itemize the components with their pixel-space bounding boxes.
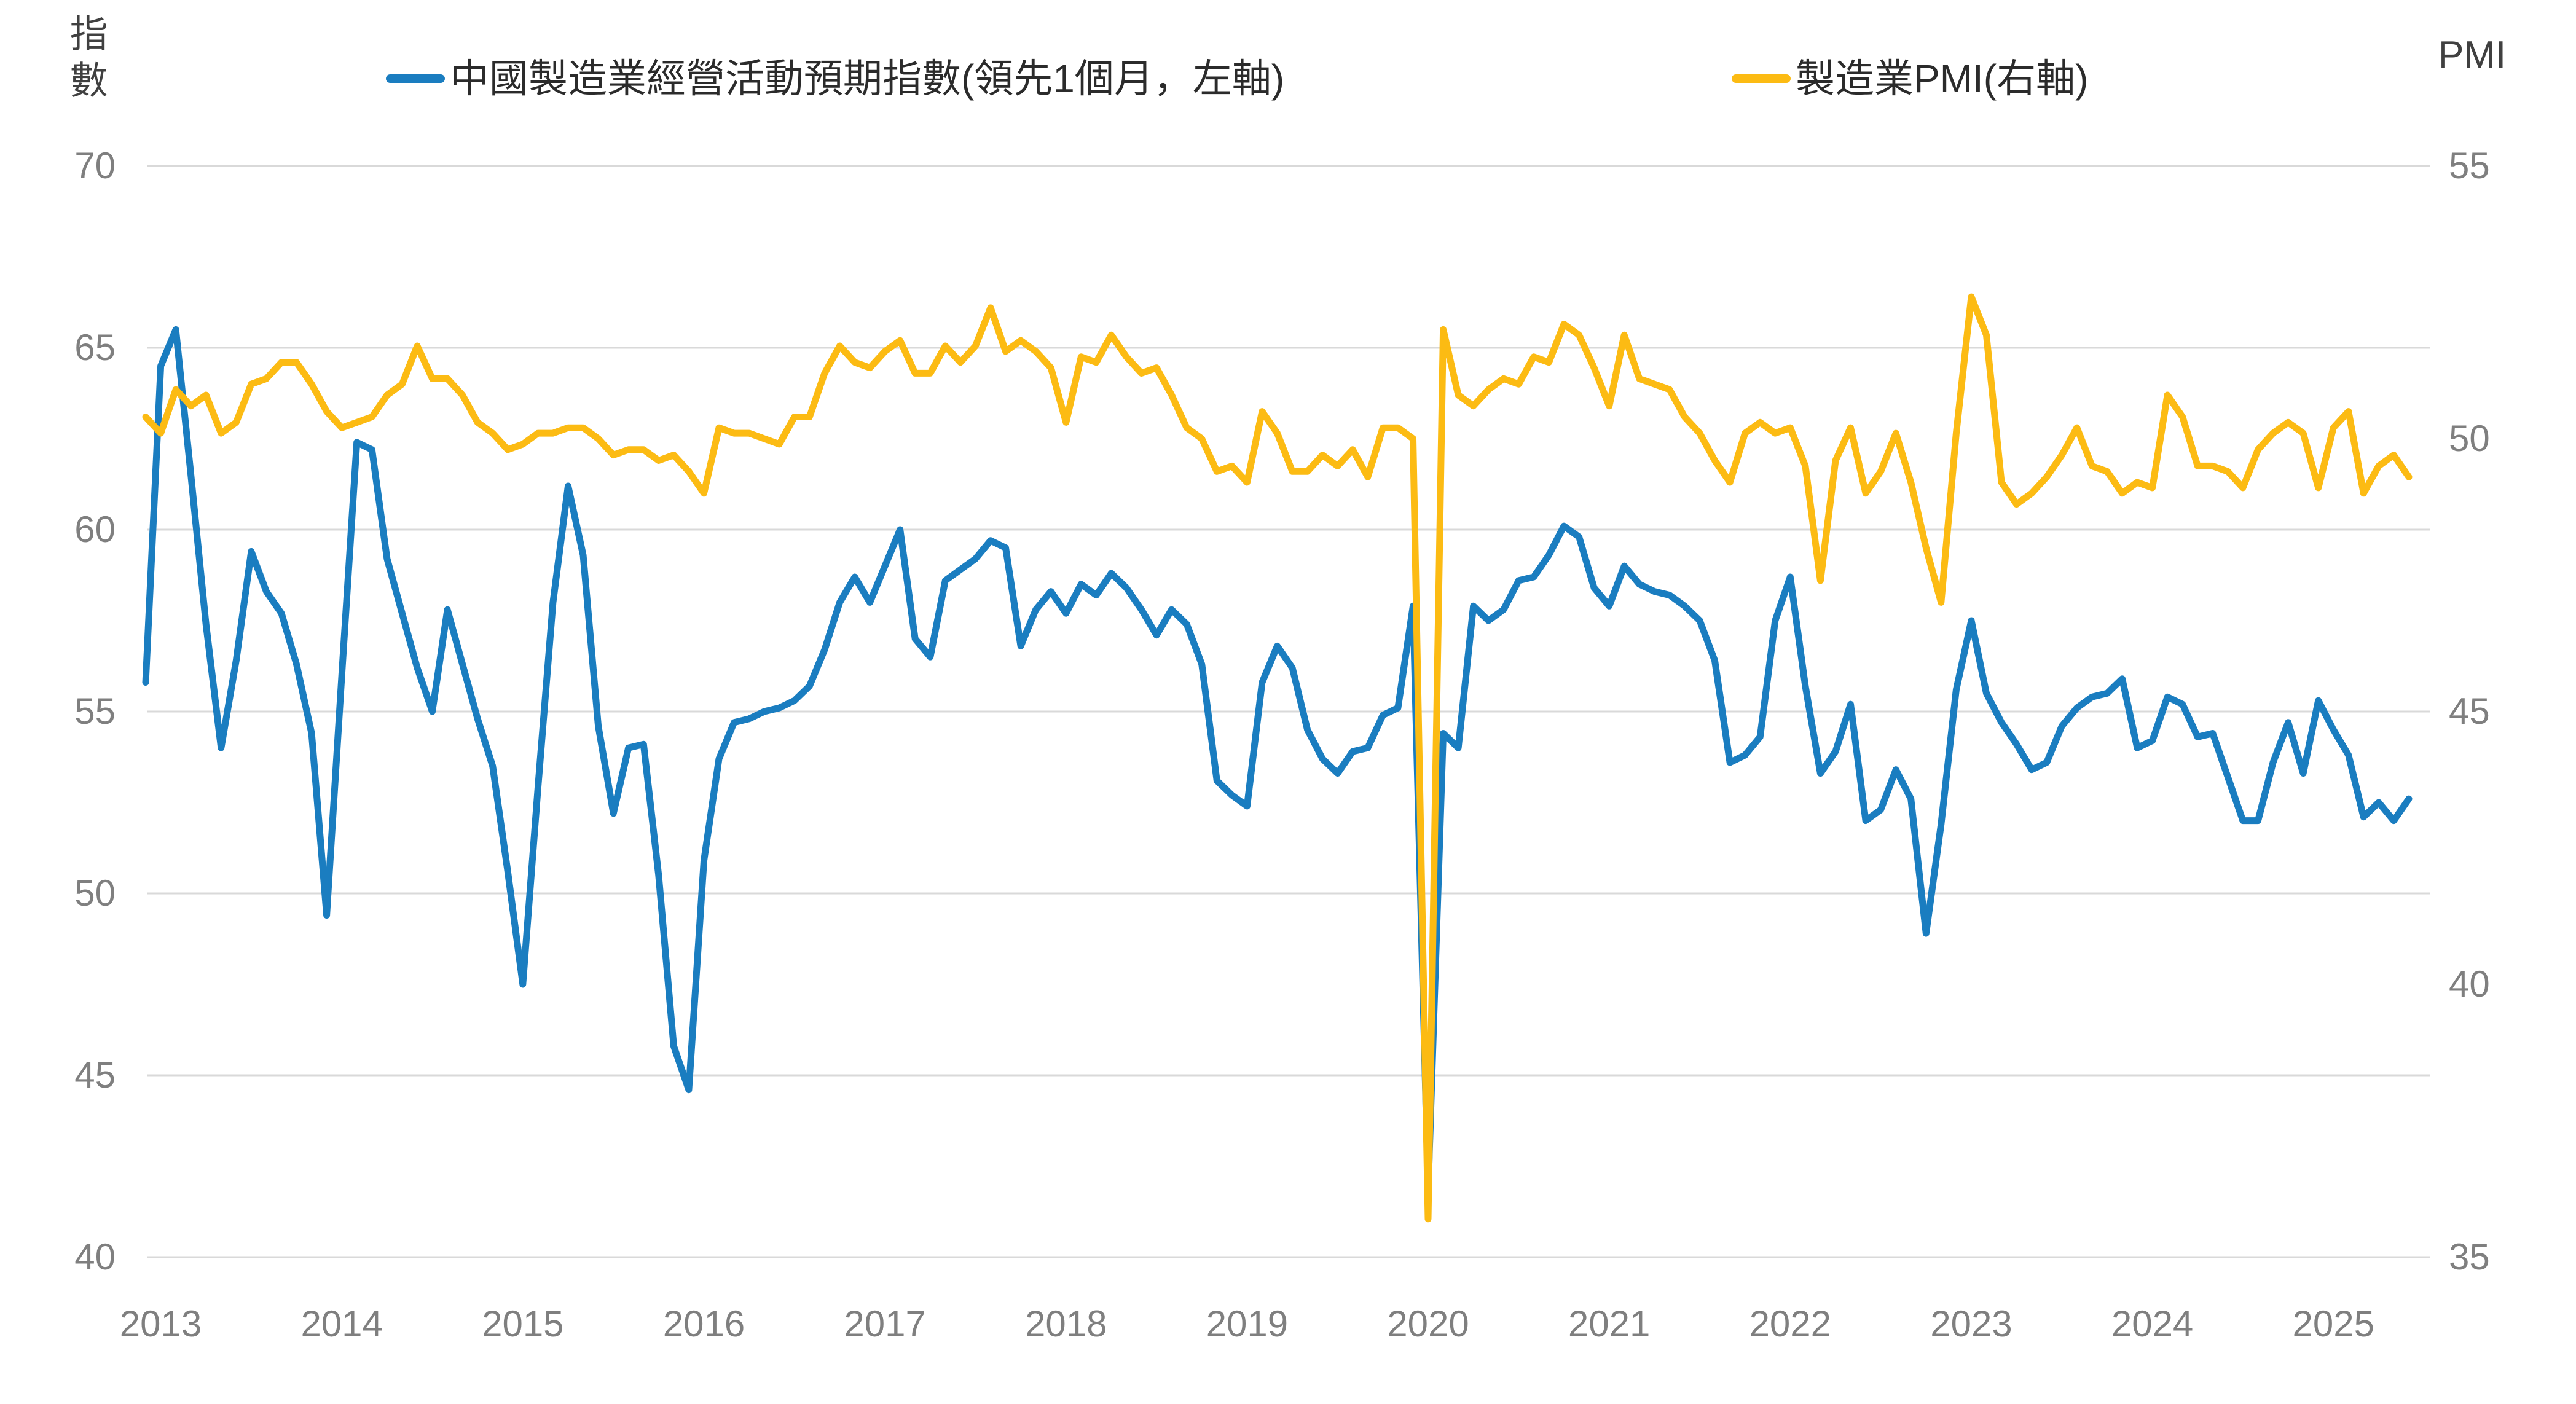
legend-item-expectation-index: 中國製造業經營活動預期指數(領先1個月，左軸) <box>386 59 1284 98</box>
x-axis-tick-label: 2020 <box>1387 1303 1469 1344</box>
y-axis-right-tick-label: 45 <box>2449 691 2490 732</box>
y-axis-right-tick-label: 35 <box>2449 1236 2490 1277</box>
x-axis-tick-label: 2014 <box>300 1303 383 1344</box>
legend-line-marker-blue <box>386 74 445 83</box>
x-axis-tick-label: 2022 <box>1749 1303 1832 1344</box>
series-line-pmi <box>142 293 2413 1223</box>
x-axis-tick-label: 2015 <box>482 1303 564 1344</box>
y-axis-left-tick-label: 50 <box>74 873 116 914</box>
y-axis-right-tick-label: 55 <box>2449 145 2490 186</box>
y-axis-left-tick-label: 45 <box>74 1054 116 1096</box>
x-axis-tick-label: 2023 <box>1930 1303 2012 1344</box>
legend-label-pmi: 製造業PMI(右軸) <box>1796 57 2089 101</box>
y-axis-left-tick-label: 65 <box>74 327 116 368</box>
y-axis-right-tick-label: 50 <box>2449 418 2490 459</box>
y-axis-left-tick-label: 40 <box>74 1236 116 1277</box>
series-line-expectation-index <box>142 326 2413 1195</box>
x-axis-tick-label: 2017 <box>844 1303 926 1344</box>
x-axis-tick-label: 2021 <box>1568 1303 1651 1344</box>
legend: 中國製造業經營活動預期指數(領先1個月，左軸) 製造業PMI(右軸) <box>0 0 2576 123</box>
x-axis-tick-label: 2018 <box>1025 1303 1107 1344</box>
x-axis-tick-label: 2024 <box>2111 1303 2194 1344</box>
legend-item-pmi: 製造業PMI(右軸) <box>1732 59 2088 98</box>
y-axis-left-tick-label: 70 <box>74 145 116 186</box>
x-axis-tick-label: 2013 <box>119 1303 202 1344</box>
legend-label-expectation-index: 中國製造業經營活動預期指數(領先1個月，左軸) <box>450 57 1285 101</box>
right-axis-title: PMI <box>2438 34 2507 76</box>
y-axis-right-tick-label: 40 <box>2449 963 2490 1005</box>
legend-line-marker-yellow <box>1732 74 1791 83</box>
x-axis-tick-label: 2019 <box>1206 1303 1289 1344</box>
left-axis-title: 指數 <box>63 14 106 107</box>
y-axis-left-tick-label: 55 <box>74 691 116 732</box>
x-axis-tick-label: 2016 <box>662 1303 745 1344</box>
y-axis-left-tick-label: 60 <box>74 509 116 550</box>
x-axis-tick-label: 2025 <box>2292 1303 2374 1344</box>
